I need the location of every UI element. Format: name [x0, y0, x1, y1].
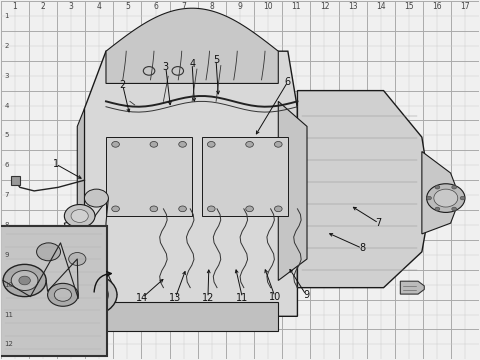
- Circle shape: [48, 283, 78, 306]
- Text: 8: 8: [4, 222, 9, 228]
- Text: 1: 1: [12, 2, 17, 11]
- Circle shape: [64, 204, 95, 228]
- Polygon shape: [202, 137, 288, 216]
- Polygon shape: [400, 281, 424, 294]
- Text: 13: 13: [348, 2, 358, 11]
- Circle shape: [275, 141, 282, 147]
- Circle shape: [179, 206, 186, 212]
- Circle shape: [460, 196, 465, 200]
- Text: 5: 5: [4, 132, 9, 138]
- Text: 4: 4: [97, 2, 102, 11]
- Polygon shape: [106, 302, 278, 330]
- Text: 16: 16: [432, 2, 442, 11]
- Circle shape: [54, 288, 72, 301]
- Circle shape: [112, 206, 120, 212]
- Text: 8: 8: [359, 243, 365, 253]
- Text: 1: 1: [4, 13, 9, 19]
- Text: 17: 17: [460, 2, 470, 11]
- Circle shape: [207, 141, 215, 147]
- Circle shape: [275, 206, 282, 212]
- Circle shape: [435, 207, 440, 211]
- Text: 3: 3: [163, 62, 169, 72]
- Text: 6: 6: [285, 77, 291, 87]
- Circle shape: [84, 189, 108, 207]
- FancyBboxPatch shape: [0, 226, 107, 356]
- FancyBboxPatch shape: [11, 176, 20, 185]
- Polygon shape: [278, 102, 307, 280]
- Circle shape: [427, 184, 465, 212]
- Text: 10: 10: [4, 282, 13, 288]
- Circle shape: [3, 264, 46, 297]
- Polygon shape: [298, 91, 432, 288]
- Polygon shape: [84, 51, 298, 316]
- Text: 1: 1: [53, 159, 59, 169]
- Text: 12: 12: [202, 293, 214, 303]
- Text: 9: 9: [238, 2, 242, 11]
- Text: 10: 10: [269, 292, 281, 302]
- Text: 11: 11: [4, 311, 13, 318]
- Circle shape: [70, 280, 108, 309]
- Polygon shape: [106, 137, 192, 216]
- Circle shape: [36, 243, 60, 261]
- Text: 4: 4: [4, 103, 9, 108]
- Text: 7: 7: [181, 2, 186, 11]
- Text: 13: 13: [169, 293, 181, 303]
- Text: 3: 3: [69, 2, 73, 11]
- Circle shape: [179, 141, 186, 147]
- Circle shape: [61, 274, 117, 316]
- Circle shape: [79, 248, 90, 256]
- Circle shape: [434, 189, 458, 207]
- Circle shape: [81, 288, 98, 301]
- Text: 14: 14: [136, 293, 148, 303]
- Text: 14: 14: [376, 2, 385, 11]
- Text: 7: 7: [4, 192, 9, 198]
- Polygon shape: [106, 8, 278, 84]
- Circle shape: [452, 185, 456, 189]
- Text: 11: 11: [291, 2, 301, 11]
- Circle shape: [452, 207, 456, 211]
- Circle shape: [427, 196, 432, 200]
- Text: 11: 11: [236, 293, 249, 303]
- Text: 8: 8: [209, 2, 214, 11]
- Circle shape: [19, 276, 30, 285]
- Circle shape: [246, 141, 253, 147]
- Text: 12: 12: [4, 341, 13, 347]
- Polygon shape: [422, 152, 460, 234]
- Circle shape: [207, 206, 215, 212]
- Circle shape: [150, 206, 157, 212]
- Circle shape: [69, 253, 86, 265]
- Text: 2: 2: [40, 2, 45, 11]
- Circle shape: [150, 141, 157, 147]
- Text: 9: 9: [4, 252, 9, 258]
- Text: 12: 12: [320, 2, 329, 11]
- Text: 15: 15: [404, 2, 414, 11]
- Text: 2: 2: [4, 43, 9, 49]
- Text: 9: 9: [303, 290, 309, 300]
- Text: 6: 6: [4, 162, 9, 168]
- Text: 7: 7: [376, 218, 382, 228]
- Circle shape: [74, 244, 95, 260]
- Circle shape: [11, 270, 38, 291]
- Text: 5: 5: [213, 55, 219, 65]
- Circle shape: [435, 185, 440, 189]
- Circle shape: [112, 141, 120, 147]
- Circle shape: [246, 206, 253, 212]
- Circle shape: [71, 210, 88, 222]
- Polygon shape: [77, 108, 84, 288]
- Text: 2: 2: [120, 80, 126, 90]
- Text: 4: 4: [189, 59, 195, 69]
- Text: 6: 6: [153, 2, 158, 11]
- Text: 3: 3: [4, 73, 9, 79]
- Text: 5: 5: [125, 2, 130, 11]
- Text: 10: 10: [264, 2, 273, 11]
